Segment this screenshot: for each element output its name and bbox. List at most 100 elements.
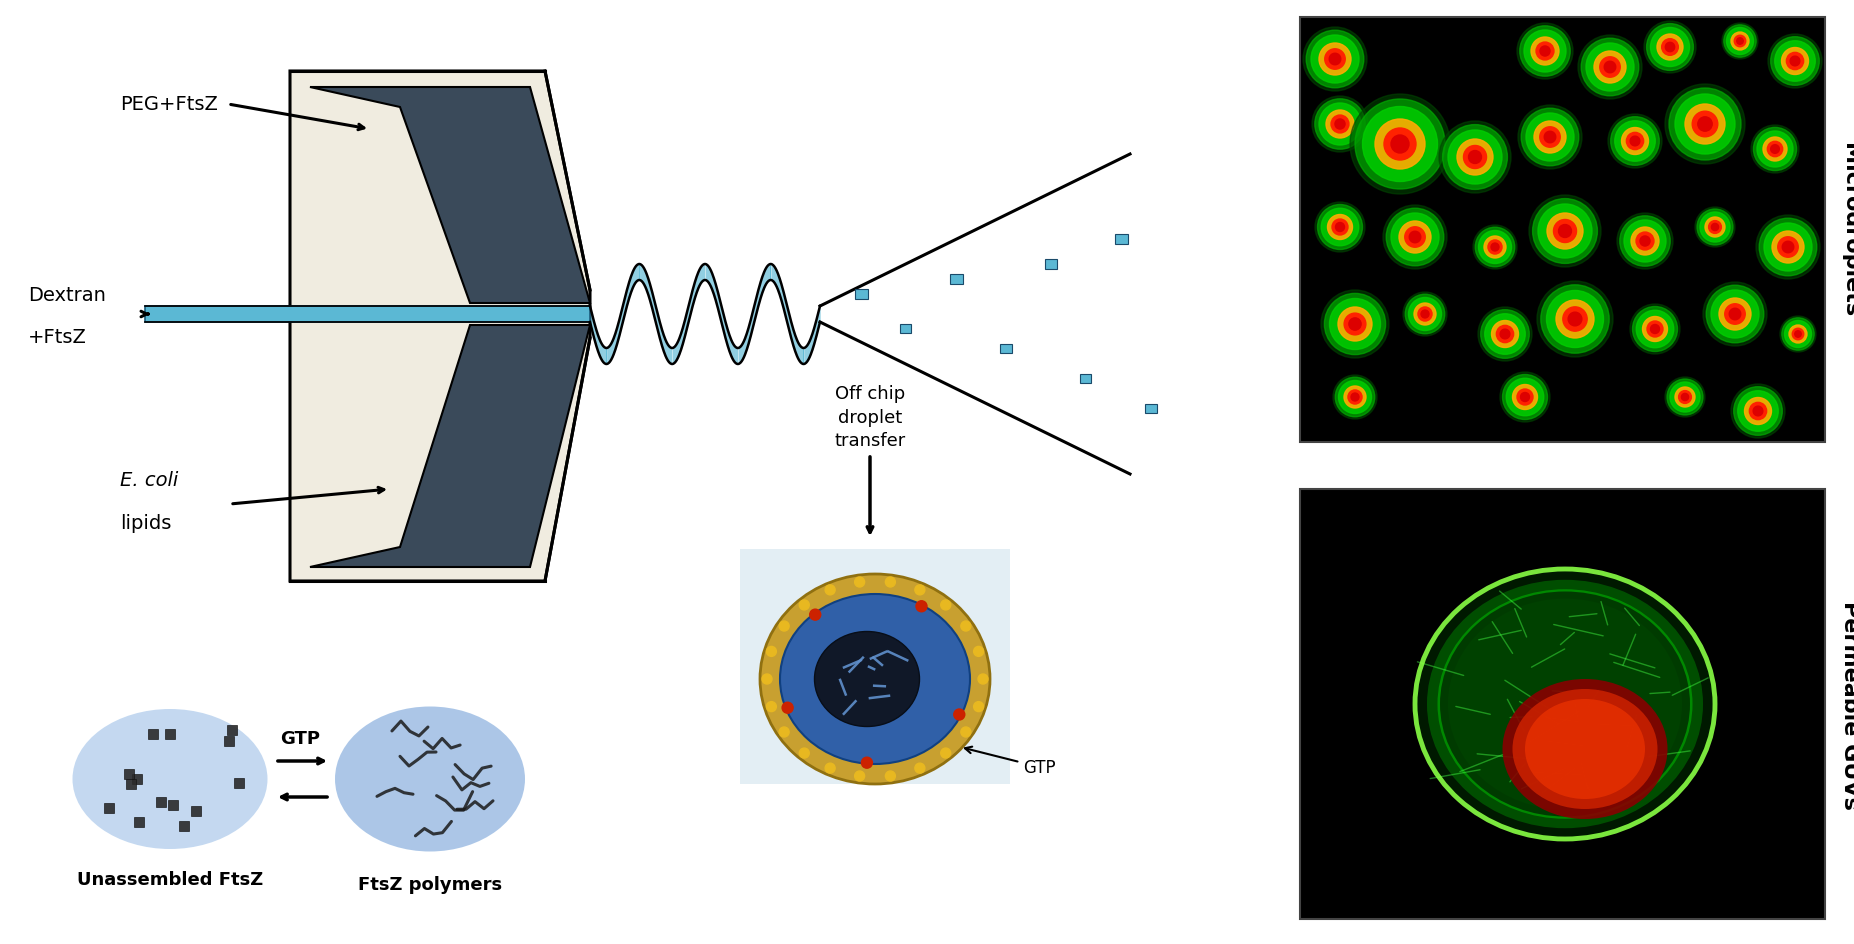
Circle shape [1439,122,1511,194]
Circle shape [1383,206,1446,270]
Circle shape [1554,220,1576,244]
Circle shape [1491,244,1500,252]
Circle shape [1350,95,1450,194]
Circle shape [1633,307,1678,352]
Circle shape [1335,120,1344,130]
Circle shape [973,647,984,657]
Circle shape [1520,110,1580,167]
Circle shape [1363,108,1437,182]
Text: Permeable GUVs: Permeable GUVs [1839,600,1854,809]
Circle shape [1500,329,1509,340]
Circle shape [1311,36,1359,84]
Text: Off chip
droplet
transfer: Off chip droplet transfer [834,384,905,449]
Polygon shape [310,88,590,304]
Circle shape [1344,313,1366,335]
Text: lipids: lipids [121,514,171,532]
Circle shape [1706,286,1763,344]
Circle shape [1329,54,1340,66]
Circle shape [1782,242,1795,254]
Circle shape [940,600,951,610]
Circle shape [1594,52,1626,84]
Circle shape [1585,44,1633,92]
Circle shape [1732,33,1748,51]
Ellipse shape [336,707,525,851]
Circle shape [782,702,794,714]
Bar [135,817,145,827]
Text: GTP: GTP [964,747,1055,776]
Circle shape [862,757,873,768]
Circle shape [1533,122,1567,154]
Circle shape [1314,203,1365,253]
Circle shape [1724,25,1756,59]
Circle shape [1795,331,1802,338]
Circle shape [1520,26,1570,77]
Circle shape [1383,129,1416,160]
Circle shape [1756,216,1821,279]
Circle shape [916,601,927,612]
Text: Dextran: Dextran [28,286,106,305]
Circle shape [1624,221,1667,262]
Circle shape [1789,326,1808,344]
Circle shape [1778,238,1798,258]
Circle shape [1643,317,1667,342]
Bar [234,778,245,788]
Text: E. coli: E. coli [121,470,178,490]
Text: PEG+FtsZ: PEG+FtsZ [121,95,219,114]
Ellipse shape [1428,581,1704,828]
Bar [1146,405,1157,413]
Bar [899,325,910,333]
Circle shape [886,578,895,587]
Circle shape [1405,295,1444,334]
Ellipse shape [1448,599,1682,809]
Circle shape [1644,22,1696,74]
Text: GTP: GTP [280,729,321,748]
Circle shape [855,771,864,782]
Circle shape [766,702,777,712]
Circle shape [1491,321,1518,348]
Circle shape [1650,28,1689,67]
Circle shape [1724,304,1745,325]
Circle shape [1750,126,1798,174]
Circle shape [1730,309,1741,320]
Circle shape [1791,57,1800,67]
Circle shape [1704,282,1767,346]
Circle shape [1544,132,1556,143]
Circle shape [1772,232,1804,263]
Bar [1114,235,1127,244]
Circle shape [1674,388,1695,408]
Circle shape [1674,95,1735,155]
Circle shape [1313,97,1368,153]
Circle shape [1355,100,1444,190]
Circle shape [953,709,964,720]
Circle shape [1669,89,1741,160]
Bar [855,290,868,299]
Circle shape [1604,62,1615,74]
Circle shape [1390,136,1409,154]
Polygon shape [819,155,1129,475]
Circle shape [1696,210,1733,245]
Circle shape [1390,213,1439,261]
Circle shape [1505,379,1544,416]
Circle shape [1711,291,1759,339]
Ellipse shape [1437,590,1693,818]
Circle shape [1541,127,1561,148]
Circle shape [1324,295,1385,355]
Circle shape [1767,143,1784,158]
Circle shape [1409,298,1442,331]
Circle shape [1632,228,1659,256]
Circle shape [1537,43,1554,61]
Circle shape [1496,326,1513,344]
Circle shape [1780,316,1817,353]
Circle shape [940,749,951,758]
Text: Microdroplets: Microdroplets [1839,143,1854,317]
Bar [949,275,962,285]
Circle shape [1700,212,1730,243]
Circle shape [1695,208,1735,247]
Circle shape [1665,378,1706,417]
Circle shape [1722,24,1758,59]
Circle shape [1785,321,1811,348]
Circle shape [1537,281,1613,358]
Bar [145,307,590,323]
Circle shape [886,771,895,782]
Circle shape [1771,38,1819,86]
